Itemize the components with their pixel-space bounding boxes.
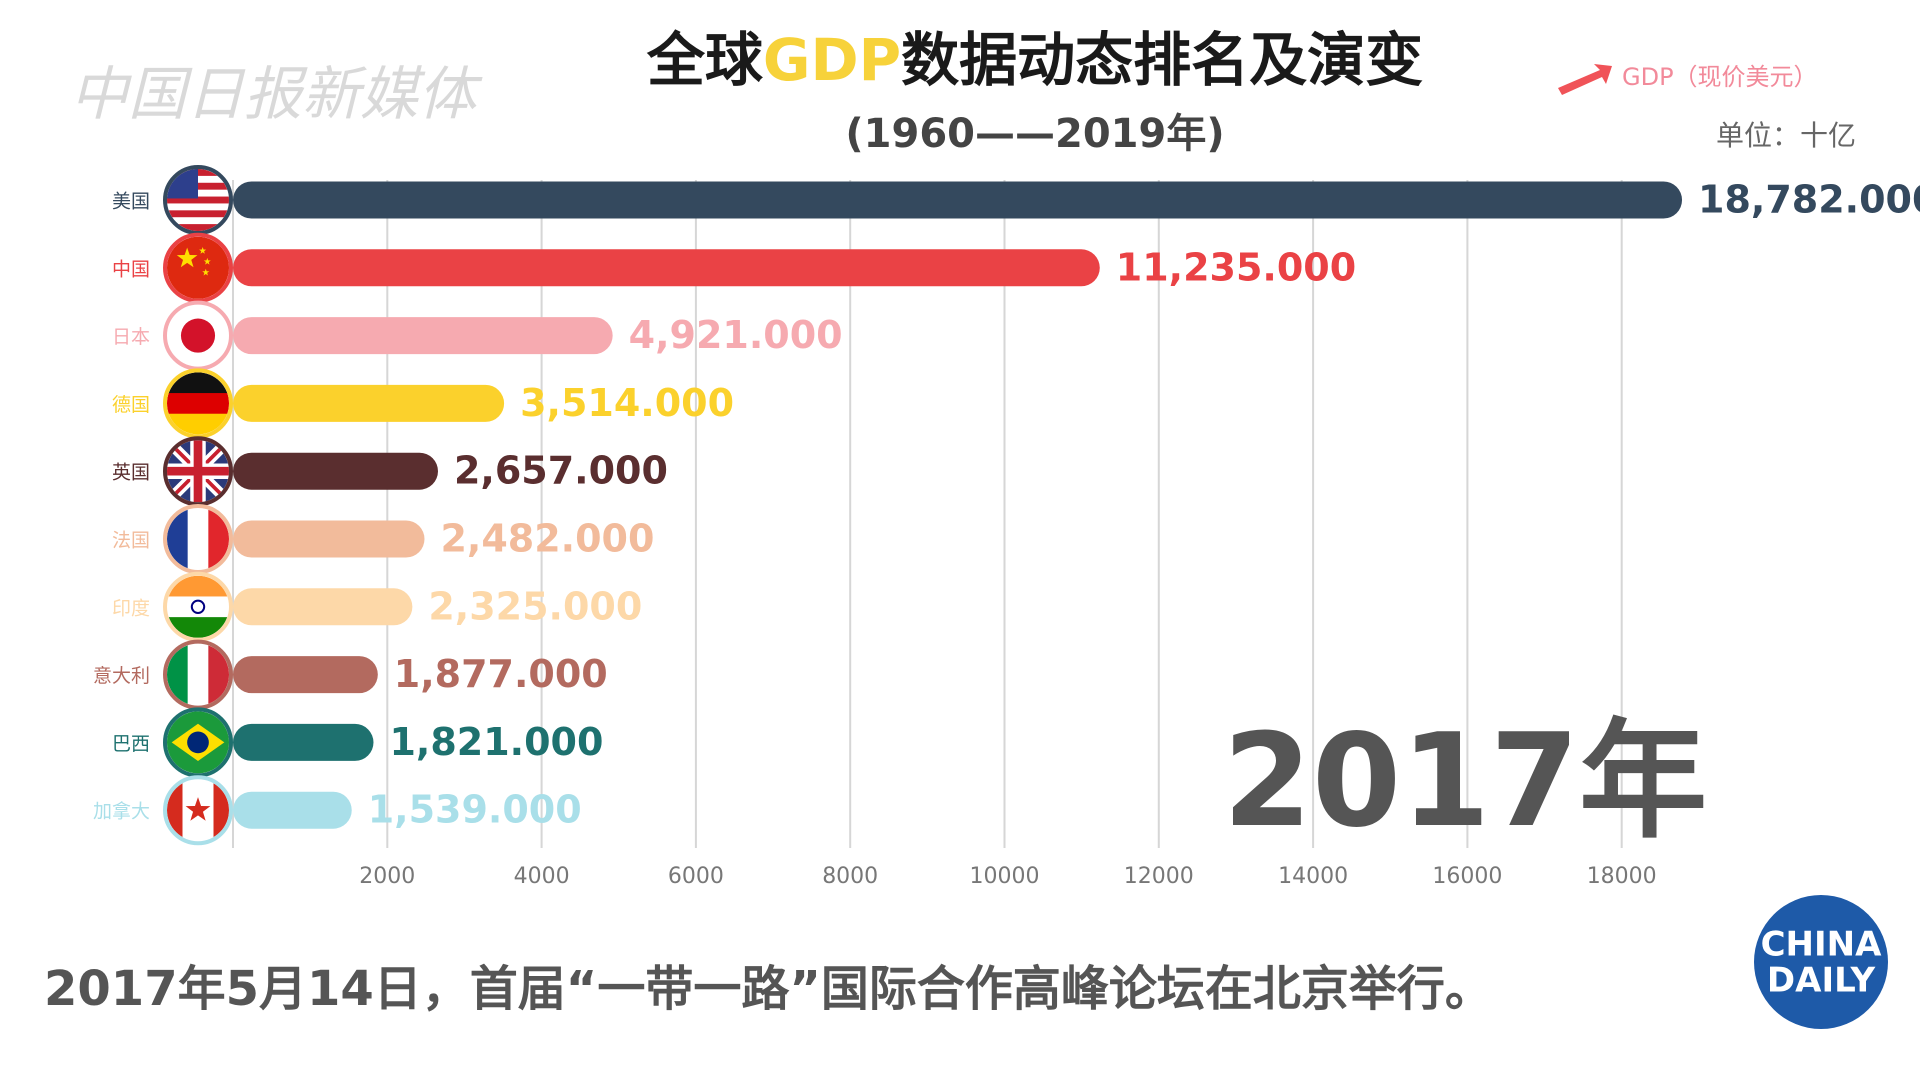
flag-stripe [167,617,229,638]
flag [167,372,229,435]
x-tick-label: 16000 [1432,864,1502,889]
year-label: 2017年 [1223,707,1707,856]
value-label: 2,657.000 [454,449,668,493]
value-label: 1,821.000 [389,720,603,764]
flag-wheel [190,599,206,614]
flag-stripe [167,203,229,211]
flag [167,236,229,299]
category-label: 德国 [112,394,150,416]
flag-stripe [167,643,189,706]
flag [167,711,229,774]
flag-stripe [198,779,214,842]
x-tick-label: 8000 [822,864,878,889]
bar [233,723,374,761]
bar [233,249,1100,287]
chart-title: 全球GDP数据动态排名及演变 [646,26,1423,94]
bar [233,791,352,829]
logo-text: CHINA [1761,925,1883,965]
value-label: 2,325.000 [428,584,642,628]
x-tick-label: 12000 [1124,864,1194,889]
logo-circle [1754,895,1888,1029]
category-label: 印度 [112,597,150,619]
value-label: 1,877.000 [394,652,608,696]
x-tick-label: 14000 [1278,864,1348,889]
x-tick-label: 6000 [668,864,724,889]
legend-arrow [1558,64,1612,95]
logo: CHINA DAILY [1754,895,1888,1029]
flag [167,575,229,638]
unit-label: 单位：十亿 [1716,119,1856,152]
flag-stripe [167,196,229,204]
x-tick-label: 4000 [514,864,570,889]
flag-star [199,247,207,254]
flag-cross [167,440,229,503]
flag [167,779,229,842]
flag-stripe [182,779,199,842]
category-label: 法国 [112,530,150,552]
category-label: 美国 [112,191,150,213]
title-highlight: GDP [763,26,901,94]
flag-stripe [167,575,229,597]
bar [233,452,438,490]
bar [233,384,505,422]
flag-disc [180,318,216,353]
logo-text: DAILY [1767,961,1876,1001]
watermark: 中国日报新媒体 [70,60,483,128]
flag-stripe [167,508,189,570]
bar [233,656,378,694]
title-part: 数据动态排名及演变 [901,26,1423,94]
flag-star [202,268,210,276]
plot-area: 2000 4000 6000 8000 10000 12000 14000 16000 1800… [93,165,1920,889]
value-label: 1,539.000 [368,788,582,832]
x-tick-label: 10000 [970,864,1040,889]
title-part: 全球 [646,26,764,94]
value-label: 4,921.000 [629,313,843,357]
flag [167,440,229,503]
flag-stripe [208,643,229,706]
category-label: 巴西 [112,733,150,755]
category-label: 意大利 [93,665,150,687]
x-tick-label: 2000 [359,864,415,889]
flag-stripe [167,393,229,415]
chart-subtitle: (1960——2019年) [845,111,1224,157]
flag-stripe [167,210,229,218]
flag-stripe [167,413,229,435]
bar [233,317,613,355]
flag [167,643,229,706]
value-label: 2,482.000 [440,517,654,561]
flag-star [176,247,198,268]
category-label: 中国 [112,258,150,280]
bar [233,520,425,558]
category-label: 日本 [112,326,150,348]
bar [233,588,413,626]
flag-stripe [167,236,229,299]
value-label: 11,235.000 [1116,245,1356,289]
flag-star [185,797,211,821]
category-label: 加拿大 [93,800,150,823]
flag-stripe [167,217,229,225]
flag-stripe [167,224,229,231]
value-label: 3,514.000 [520,381,734,425]
value-label: 18,782.000 [1698,178,1920,222]
flag [167,508,229,570]
flag-stripe [167,596,229,618]
flag [167,169,229,231]
flag-stripe [167,372,229,394]
x-tick-label: 18000 [1587,864,1657,889]
flag-stripe [187,643,209,706]
legend-label: GDP（现价美元） [1622,63,1818,91]
flag-ring [163,775,233,846]
legend: GDP（现价美元） [1558,63,1818,95]
bar [233,181,1683,219]
category-label: 英国 [112,462,150,484]
flag-stripe [208,508,229,570]
flag [167,304,229,367]
flag-stripe [187,508,209,570]
flag-globe [187,731,209,754]
caption: 2017年5月14日，首届“一带一路”国际合作高峰论坛在北京举行。 [44,961,1493,1017]
flag-star [203,257,211,265]
